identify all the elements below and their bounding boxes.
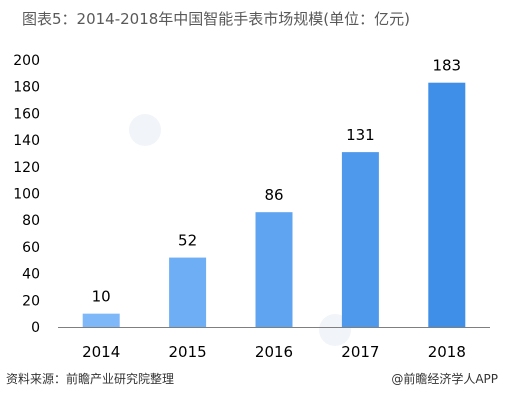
bars [82,82,466,327]
x-tick-label-2015: 2015 [169,343,207,361]
y-tick-label-120: 120 [13,160,40,176]
x-tick-label-2014: 2014 [82,343,120,361]
y-tick-label-140: 140 [13,133,40,149]
watermark [129,114,351,346]
x-tick-label-2018: 2018 [428,343,466,361]
y-tick-label-40: 40 [22,267,40,283]
bar-2014 [82,313,120,327]
y-tick-label-60: 60 [22,240,40,256]
data-label-2014: 10 [92,288,111,306]
x-axis: 2014 2015 2016 2017 2018 [58,327,490,361]
data-label-2015: 52 [178,232,197,250]
y-tick-label-180: 180 [13,80,40,96]
bar-2016 [255,212,293,327]
y-tick-label-80: 80 [22,213,40,229]
data-label-2018: 183 [432,57,461,75]
credit-note: @前瞻经济学人APP [391,370,498,387]
credit-text: @前瞻经济学人APP [391,372,498,386]
bar-2017 [341,152,379,327]
x-tick-label-2016: 2016 [255,343,293,361]
x-tick-label-2017: 2017 [341,343,379,361]
chart-title: 图表5：2014-2018年中国智能手表市场规模(单位：亿元) [22,10,411,28]
y-tick-label-20: 20 [22,293,40,309]
source-note: 资料来源：前瞻产业研究院整理 [6,372,175,386]
y-tick-label-100: 100 [13,187,40,203]
y-tick-label-160: 160 [13,106,40,122]
y-tick-label-0: 0 [31,320,40,336]
data-label-2017: 131 [346,126,375,144]
data-labels: 10 52 86 131 183 [92,57,461,306]
data-label-2016: 86 [264,186,283,204]
bar-2015 [169,257,207,327]
bar-2018 [428,82,466,327]
y-tick-label-200: 200 [13,53,40,69]
y-axis: 0 20 40 60 80 100 120 140 160 180 200 [13,53,40,336]
